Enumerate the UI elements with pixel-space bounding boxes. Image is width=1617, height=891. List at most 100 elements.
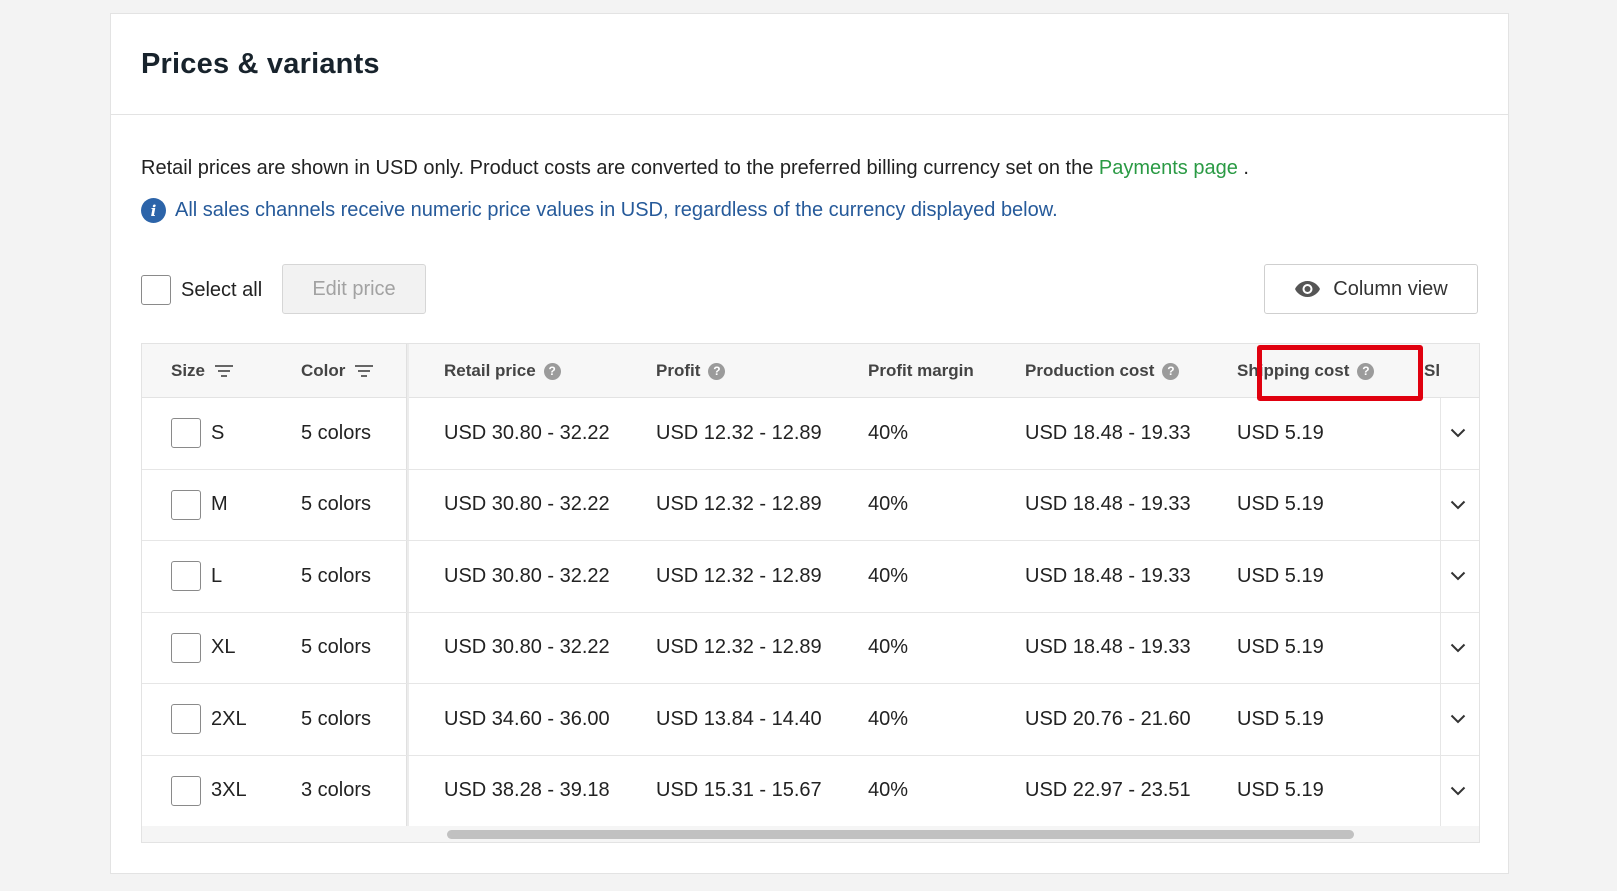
profit-margin-value: 40% [868,779,909,802]
help-circle-icon[interactable]: ? [1357,362,1375,380]
column-view-label: Column view [1333,277,1448,300]
color-value: 3 colors [301,779,372,802]
table-row: 2XL 5 colors USD 34.60 - 36.00 USD 13.84 - … [142,684,1479,756]
profit-margin-value: 40% [868,636,909,659]
shipping-cost-value: USD 5.19 [1237,636,1324,659]
color-value: 5 colors [301,564,372,587]
prices-variants-card: Prices & variants Retail prices are show… [110,13,1509,874]
row-checkbox[interactable] [171,704,201,735]
production-cost-value: USD 18.48 - 19.33 [1025,564,1191,587]
profit-margin-value: 40% [868,564,909,587]
column-header-shipping-cost-label: Shipping cost [1237,361,1350,380]
color-value: 5 colors [301,421,372,444]
size-value: M [211,493,228,516]
profit-value: USD 12.32 - 12.89 [656,493,822,516]
toolbar: Select all Edit price Column view [141,264,1478,316]
chevron-down-icon[interactable] [1450,684,1466,755]
column-header-production-cost-label: Production cost [1025,361,1155,380]
variants-table: Size Color Retail price ? Profit ? Pro [141,343,1480,843]
profit-margin-value: 40% [868,493,909,516]
row-checkbox[interactable] [171,418,201,449]
size-value: XL [211,636,236,659]
select-all-label: Select all [181,278,263,301]
production-cost-value: USD 18.48 - 19.33 [1025,493,1191,516]
frozen-column-divider [406,344,409,842]
card-header: Prices & variants [111,14,1508,115]
profit-margin-value: 40% [868,421,909,444]
row-checkbox[interactable] [171,632,201,663]
column-header-color-label: Color [301,361,346,380]
row-select: 3XL [171,756,247,827]
column-header-retail-price-label: Retail price [444,361,536,380]
intro-suffix: . [1237,157,1249,179]
info-icon: i [141,198,166,223]
column-header-partial: Sl [1424,344,1440,398]
eye-icon [1295,281,1321,297]
intro-main-text: Retail prices are shown in USD only. Pro… [141,157,1099,179]
profit-value: USD 12.32 - 12.89 [656,564,822,587]
help-circle-icon[interactable]: ? [708,362,726,380]
table-row: L 5 colors USD 30.80 - 32.22 USD 12.32 - 12… [142,541,1479,613]
shipping-cost-highlight-box [1257,345,1423,401]
column-header-production-cost: Production cost ? [1025,344,1180,398]
row-select: XL [171,613,235,684]
profit-value: USD 13.84 - 14.40 [656,707,822,730]
select-all-control[interactable]: Select all [141,275,262,305]
horizontal-scrollbar[interactable] [142,826,1479,842]
column-header-profit-margin: Profit margin [868,344,974,398]
chevron-down-icon[interactable] [1450,398,1466,469]
size-value: S [211,421,225,444]
column-header-profit-label: Profit [656,361,701,380]
retail-price-value: USD 34.60 - 36.00 [444,707,610,730]
chevron-down-icon[interactable] [1450,541,1466,612]
shipping-cost-value: USD 5.19 [1237,493,1324,516]
row-checkbox[interactable] [171,489,201,520]
info-notice-text: All sales channels receive numeric price… [175,199,1058,221]
chevron-down-icon[interactable] [1450,756,1466,827]
retail-price-value: USD 30.80 - 32.22 [444,636,610,659]
profit-value: USD 12.32 - 12.89 [656,636,822,659]
column-header-partial-label: Sl [1424,361,1441,380]
column-header-size-label: Size [171,361,206,380]
intro-text: Retail prices are shown in USD only. Pro… [141,157,1249,180]
table-row: M 5 colors USD 30.80 - 32.22 USD 12.32 - 12… [142,470,1479,541]
actions-column-divider [1440,398,1441,838]
shipping-cost-value: USD 5.19 [1237,564,1324,587]
payments-page-link[interactable]: Payments page [1098,157,1238,179]
edit-price-button[interactable]: Edit price [282,264,426,314]
color-value: 5 colors [301,707,372,730]
chevron-down-icon[interactable] [1450,470,1466,541]
row-checkbox[interactable] [171,561,201,592]
column-header-profit-margin-label: Profit margin [868,361,974,380]
help-circle-icon[interactable]: ? [543,362,561,380]
color-value: 5 colors [301,493,372,516]
retail-price-value: USD 30.80 - 32.22 [444,564,610,587]
column-header-size[interactable]: Size [171,344,234,398]
select-all-checkbox[interactable] [141,275,171,305]
column-header-color[interactable]: Color [301,344,374,398]
profit-value: USD 12.32 - 12.89 [656,421,822,444]
color-value: 5 colors [301,636,372,659]
column-header-shipping-cost: Shipping cost ? [1237,344,1375,398]
profit-margin-value: 40% [868,707,909,730]
production-cost-value: USD 18.48 - 19.33 [1025,636,1191,659]
page-title: Prices & variants [141,47,380,80]
table-row: S 5 colors USD 30.80 - 32.22 USD 12.32 - 12… [142,398,1479,470]
row-select: L [171,541,222,612]
table-body: S 5 colors USD 30.80 - 32.22 USD 12.32 - 12… [142,398,1479,827]
chevron-down-icon[interactable] [1450,613,1466,684]
column-view-button[interactable]: Column view [1264,264,1478,314]
horizontal-scrollbar-thumb[interactable] [447,830,1354,839]
filter-icon[interactable] [215,364,234,378]
table-row: XL 5 colors USD 30.80 - 32.22 USD 12.32 - 1… [142,613,1479,684]
table-header: Size Color Retail price ? Profit ? Pro [142,344,1479,401]
help-circle-icon[interactable]: ? [1162,362,1180,380]
production-cost-value: USD 20.76 - 21.60 [1025,707,1191,730]
info-notice: i All sales channels receive numeric pri… [141,198,1058,223]
production-cost-value: USD 18.48 - 19.33 [1025,421,1191,444]
filter-icon[interactable] [355,364,374,378]
shipping-cost-value: USD 5.19 [1237,421,1324,444]
column-header-retail-price: Retail price ? [444,344,561,398]
shipping-cost-value: USD 5.19 [1237,779,1324,802]
row-checkbox[interactable] [171,775,201,806]
